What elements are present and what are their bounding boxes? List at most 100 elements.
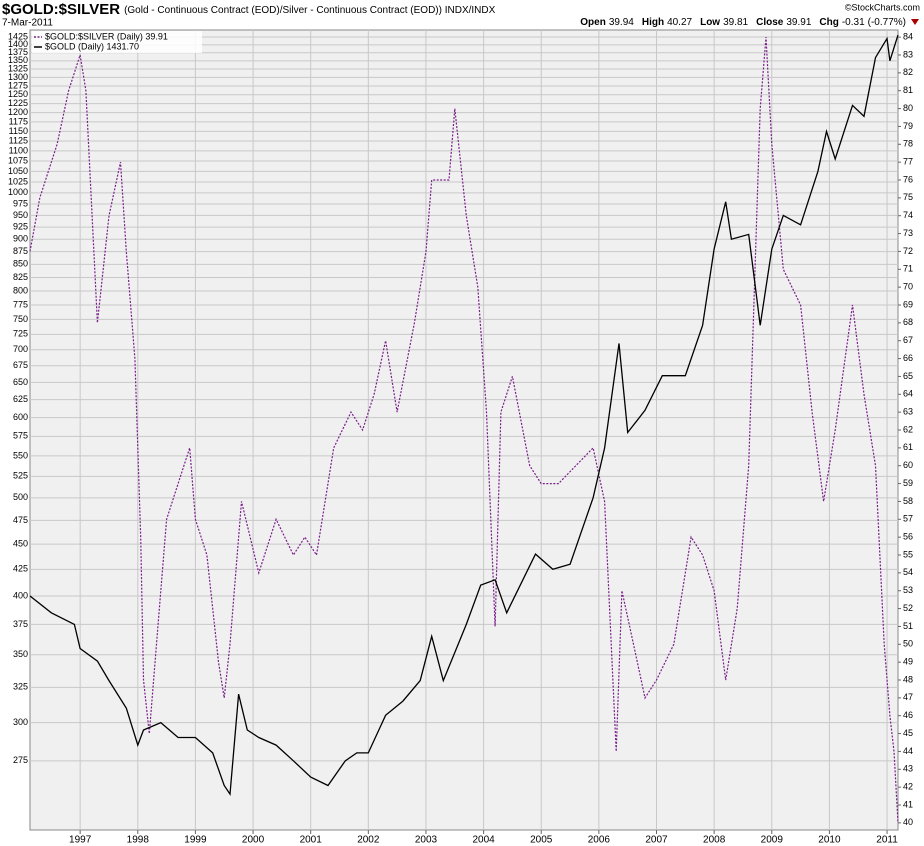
x-tick-label: 2006 [588, 835, 611, 846]
chart-subtitle: (Gold - Continuous Contract (EOD)/Silver… [124, 5, 496, 16]
y2-tick-label: 53 [903, 585, 913, 595]
y-tick-label: 525 [13, 471, 28, 481]
y2-tick-label: 73 [903, 228, 913, 238]
y2-tick-label: 50 [903, 639, 913, 649]
y2-tick-label: 79 [903, 121, 913, 131]
series-line [29, 34, 899, 796]
y-tick-label: 550 [13, 450, 28, 460]
y-tick-label: 625 [13, 394, 28, 404]
y2-tick-label: 49 [903, 657, 913, 667]
x-tick-label: 2005 [530, 835, 553, 846]
stat-label: Close [756, 17, 784, 28]
y-tick-label: 650 [13, 377, 28, 387]
stat-label: Open [580, 17, 606, 28]
y-tick-label: 1050 [8, 166, 28, 176]
y2-tick-label: 52 [903, 603, 913, 613]
y-tick-label: 1125 [9, 135, 28, 145]
legend-label: $GOLD:$SILVER (Daily) 39.91 [45, 31, 168, 41]
y-tick-label: 975 [13, 198, 28, 208]
y2-tick-label: 60 [903, 460, 913, 470]
y-tick-label: 1325 [8, 63, 28, 73]
y-tick-label: 375 [13, 619, 28, 629]
y-tick-label: 450 [13, 539, 28, 549]
y-tick-label: 600 [13, 412, 28, 422]
y2-tick-label: 63 [903, 407, 913, 417]
stat-label: High [642, 17, 664, 28]
legend-box [32, 31, 202, 53]
y2-tick-label: 56 [903, 532, 913, 542]
y2-tick-label: 83 [903, 49, 913, 59]
x-tick-label: 2003 [415, 835, 438, 846]
y-tick-label: 700 [13, 344, 28, 354]
y-tick-label: 1425 [8, 31, 28, 41]
y-tick-label: 1200 [8, 107, 28, 117]
stat-value: 40.27 [667, 17, 692, 28]
stat-value: 39.81 [723, 17, 748, 28]
y2-tick-label: 42 [903, 782, 913, 792]
y-tick-label: 800 [13, 285, 28, 295]
stat-percent: (-0.77%) [868, 17, 906, 28]
y-tick-label: 475 [13, 515, 28, 525]
y2-tick-label: 77 [903, 157, 913, 167]
y2-tick-label: 71 [903, 264, 913, 274]
y2-tick-label: 62 [903, 424, 913, 434]
y-tick-label: 350 [13, 649, 28, 659]
header: $GOLD:$SILVER (Gold - Continuous Contract… [2, 1, 496, 18]
y-tick-label: 950 [13, 210, 28, 220]
y-tick-label: 1375 [8, 47, 28, 57]
x-tick-label: 2007 [645, 835, 668, 846]
chart-title: $GOLD:$SILVER [2, 1, 120, 18]
y-tick-label: 1250 [8, 89, 28, 99]
x-tick-label: 2000 [242, 835, 265, 846]
y2-tick-label: 74 [903, 210, 913, 220]
y-tick-label: 1400 [8, 39, 28, 49]
stat-value: 39.94 [609, 17, 634, 28]
marker-arrow [911, 19, 919, 25]
y-tick-label: 1225 [8, 98, 28, 108]
x-tick-label: 2008 [703, 835, 726, 846]
stat-label: Chg [819, 17, 838, 28]
y2-tick-label: 69 [903, 299, 913, 309]
y2-tick-label: 72 [903, 246, 913, 256]
credit: ©StockCharts.com [845, 2, 920, 12]
y-tick-label: 325 [13, 682, 28, 692]
plot-area [29, 29, 899, 831]
y-tick-label: 875 [13, 246, 28, 256]
y-tick-label: 925 [13, 222, 28, 232]
y2-tick-label: 45 [903, 728, 913, 738]
y-tick-label: 1275 [8, 80, 28, 90]
legend-label: $GOLD (Daily) 1431.70 [45, 41, 139, 51]
y-tick-label: 750 [13, 314, 28, 324]
y2-tick-label: 65 [903, 371, 913, 381]
y2-tick-label: 51 [903, 621, 913, 631]
y-tick-label: 300 [13, 717, 28, 727]
y2-tick-label: 80 [903, 103, 913, 113]
y2-tick-label: 81 [903, 85, 913, 95]
y2-tick-label: 82 [903, 67, 913, 77]
y2-tick-label: 43 [903, 764, 913, 774]
y2-tick-label: 54 [903, 567, 913, 577]
y2-tick-label: 40 [903, 817, 913, 827]
y-tick-label: 775 [13, 299, 28, 309]
x-tick-label: 2004 [472, 835, 495, 846]
y2-tick-label: 48 [903, 674, 913, 684]
stats: Open 39.94 High 40.27 Low 39.81 Close 39.91 Chg -… [580, 17, 906, 28]
y-tick-label: 1300 [8, 72, 28, 82]
y-tick-label: 1175 [9, 116, 28, 126]
y2-tick-label: 41 [903, 799, 913, 809]
stat-value: 39.91 [786, 17, 811, 28]
series-line [29, 37, 899, 823]
y2-tick-label: 67 [903, 335, 913, 345]
y2-tick-label: 76 [903, 174, 913, 184]
y-tick-label: 575 [13, 431, 28, 441]
y2-tick-label: 68 [903, 317, 913, 327]
y-tick-label: 725 [13, 329, 28, 339]
x-tick-label: 2009 [761, 835, 784, 846]
y2-tick-label: 75 [903, 192, 913, 202]
y2-tick-label: 64 [903, 389, 913, 399]
y-tick-label: 1150 [9, 126, 28, 136]
x-tick-label: 2010 [818, 835, 841, 846]
y-tick-label: 1025 [8, 176, 28, 186]
x-tick-label: 1997 [69, 835, 92, 846]
y2-tick-label: 58 [903, 496, 913, 506]
